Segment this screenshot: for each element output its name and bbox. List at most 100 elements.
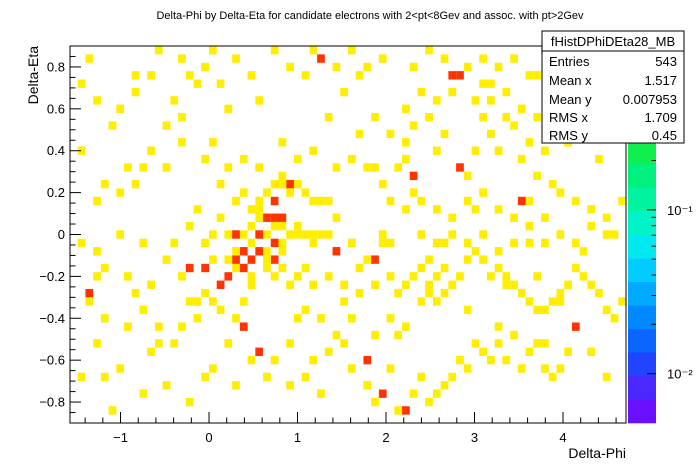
heatmap-cell: [456, 356, 464, 364]
heatmap-cell: [186, 71, 194, 79]
heatmap-cell: [147, 281, 155, 289]
heatmap-cell: [387, 197, 395, 205]
heatmap-cell: [309, 46, 317, 54]
heatmap-cell: [549, 297, 557, 305]
heatmap-cell: [194, 205, 202, 213]
heatmap-cell: [502, 113, 510, 121]
palette-swatch: [628, 329, 656, 353]
y-axis-title: Delta-Eta: [25, 46, 41, 105]
heatmap-cell: [456, 163, 464, 171]
heatmap-cell: [433, 389, 441, 397]
heatmap-cell: [224, 339, 232, 347]
heatmap-cell: [479, 348, 487, 356]
heatmap-cell: [572, 197, 580, 205]
heatmap-cell: [255, 163, 263, 171]
heatmap-cell: [309, 197, 317, 205]
heatmap-cell: [464, 306, 472, 314]
stats-box: fHistDPhiDEta28_MB Entries 543 Mean x 1.…: [542, 31, 684, 143]
heatmap-cell: [302, 188, 310, 196]
heatmap-cell: [472, 205, 480, 213]
heatmap-cell: [201, 63, 209, 71]
heatmap-cell: [232, 314, 240, 322]
heatmap-cell: [209, 46, 217, 54]
heatmap-cell: [317, 314, 325, 322]
heatmap-cell: [425, 113, 433, 121]
heatmap-cell: [302, 264, 310, 272]
y-tick-label: 0.2: [47, 185, 65, 200]
heatmap-cell: [371, 331, 379, 339]
heatmap-cell: [495, 63, 503, 71]
heatmap-cell: [595, 289, 603, 297]
heatmap-cell: [232, 247, 240, 255]
heatmap-cell: [317, 54, 325, 62]
heatmap-cell: [263, 264, 271, 272]
heatmap-cell: [240, 264, 248, 272]
heatmap-cell: [132, 180, 140, 188]
heatmap-cell: [472, 247, 480, 255]
heatmap-cell: [93, 247, 101, 255]
heatmap-cell: [410, 389, 418, 397]
heatmap-cell: [418, 373, 426, 381]
heatmap-cell: [132, 289, 140, 297]
chart-title: Delta-Phi by Delta-Eta for candidate ele…: [156, 10, 584, 22]
palette-swatch: [628, 258, 656, 282]
heatmap-cell: [510, 281, 518, 289]
heatmap-cell: [387, 272, 395, 280]
heatmap-cell: [603, 214, 611, 222]
heatmap-cell: [518, 197, 526, 205]
heatmap-cell: [309, 239, 317, 247]
heatmap-cell: [263, 255, 271, 263]
palette-swatch: [628, 376, 656, 400]
heatmap-cell: [325, 197, 333, 205]
heatmap-cell: [495, 147, 503, 155]
heatmap-cell: [541, 339, 549, 347]
y-tick-label: 0: [58, 227, 65, 242]
heatmap-cell: [302, 373, 310, 381]
heatmap-cell: [518, 289, 526, 297]
heatmap-cell: [564, 281, 572, 289]
heatmap-cell: [379, 239, 387, 247]
heatmap-cell: [533, 306, 541, 314]
heatmap-cell: [147, 147, 155, 155]
palette-swatch: [628, 282, 656, 306]
heatmap-cell: [217, 80, 225, 88]
heatmap-cell: [286, 381, 294, 389]
heatmap-cell: [309, 147, 317, 155]
heatmap-cell: [510, 54, 518, 62]
heatmap-cell: [93, 272, 101, 280]
x-tick-label: 1: [294, 430, 301, 445]
heatmap-cell: [333, 63, 341, 71]
heatmap-cell: [526, 297, 534, 305]
heatmap-cell: [557, 230, 565, 238]
heatmap-cell: [379, 54, 387, 62]
heatmap-cell: [224, 230, 232, 238]
heatmap-cell: [263, 230, 271, 238]
heatmap-cell: [340, 281, 348, 289]
heatmap-cell: [255, 96, 263, 104]
heatmap-cell: [333, 331, 341, 339]
heatmap-cell: [526, 71, 534, 79]
heatmap-cell: [580, 247, 588, 255]
stats-label-entries: Entries: [549, 54, 590, 69]
heatmap-cell: [441, 54, 449, 62]
heatmap-cell: [348, 46, 356, 54]
heatmap-cell: [271, 255, 279, 263]
heatmap-cell: [286, 180, 294, 188]
heatmap-cell: [240, 297, 248, 305]
heatmap-cell: [217, 180, 225, 188]
heatmap-cell: [464, 172, 472, 180]
stats-label-rms-x: RMS x: [549, 110, 589, 125]
heatmap-cell: [93, 339, 101, 347]
heatmap-cell: [232, 54, 240, 62]
palette-swatch: [628, 211, 656, 235]
heatmap-cell: [294, 222, 302, 230]
heatmap-cell: [371, 281, 379, 289]
palette-tick-label: 10⁻¹: [667, 203, 693, 218]
palette-swatch: [628, 164, 656, 188]
palette-swatch: [628, 399, 656, 423]
heatmap-cell: [433, 272, 441, 280]
heatmap-cell: [255, 214, 263, 222]
heatmap-cell: [425, 398, 433, 406]
heatmap-cell: [402, 155, 410, 163]
heatmap-cell: [464, 63, 472, 71]
